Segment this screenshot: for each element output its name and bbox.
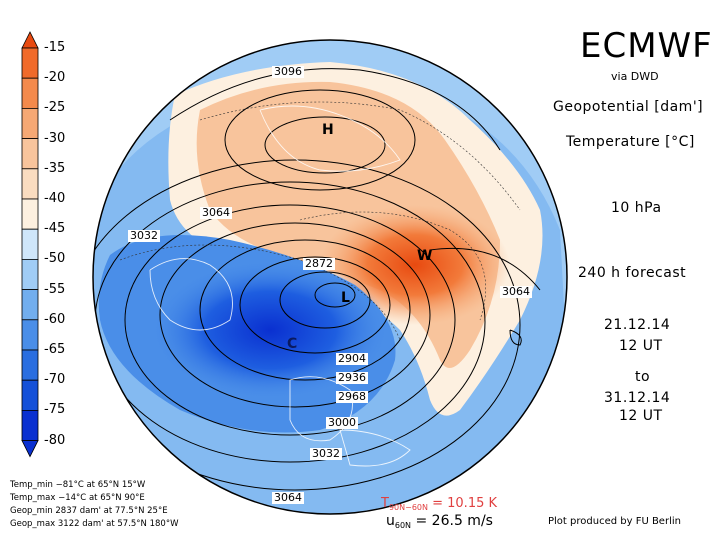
coastline (149, 258, 233, 331)
geopotential-contour (509, 329, 522, 346)
to-label: to (635, 369, 651, 385)
map-border (92, 39, 568, 515)
tdiff-value: = 10.15 K (427, 496, 498, 511)
contour-label: 3096 (272, 65, 304, 78)
uwind-symbol: u (386, 513, 395, 529)
colorbar-tick-label: -25 (44, 100, 66, 116)
colorbar-tick-label: -70 (44, 372, 66, 388)
geopotential-contour (124, 204, 456, 436)
geopotential-contour (199, 239, 411, 381)
geopotential-contour (279, 271, 371, 329)
contour-label: 3064 (200, 206, 232, 219)
contour-label: 2872 (303, 257, 335, 270)
geopotential-contour (93, 159, 521, 491)
colorbar-tick-label: -30 (44, 130, 66, 146)
colorbar-tick-label: -45 (44, 221, 66, 237)
zonal-wind: u60N = 26.5 m/s (386, 513, 493, 530)
temp-max-stat: Temp_max −14°C at 65°N 90°E (10, 493, 145, 503)
temperature-colorbar (21, 31, 39, 458)
contour-label: 3032 (128, 229, 160, 242)
contour-label: 2904 (336, 352, 368, 365)
colorbar-tick-label: -50 (44, 251, 66, 267)
colorbar-tick-label: -35 (44, 160, 66, 176)
geopotential-contour (264, 116, 386, 174)
colorbar-tick-label: -15 (44, 40, 66, 55)
coastline (259, 105, 401, 172)
geopotential-contour (314, 282, 356, 308)
temperature-contour (199, 101, 521, 211)
colorbar-tick-label: -75 (44, 402, 66, 418)
uwind-value: = 26.5 m/s (411, 513, 493, 529)
credit-text: Plot produced by FU Berlin (548, 516, 681, 527)
model-title: ECMWF (580, 26, 713, 66)
colorbar-tick-label: -60 (44, 311, 66, 327)
contour-label: 3000 (326, 416, 358, 429)
geopotential-contour (429, 247, 541, 291)
temperature-contour (299, 211, 487, 321)
geopotential-contour (224, 89, 416, 191)
contour-label: 3064 (500, 285, 532, 298)
warm-marker: W (417, 248, 433, 264)
uwind-subscript: 60N (394, 521, 412, 530)
geop-min-stat: Geop_min 2837 dam' at 77.5°N 25°E (10, 506, 168, 516)
init-time: 12 UT (619, 338, 663, 354)
pressure-level: 10 hPa (611, 200, 662, 216)
temp-min-stat: Temp_min −81°C at 65°N 15°W (10, 480, 146, 490)
tdiff-symbol: T (381, 496, 389, 511)
forecast-lead: 240 h forecast (578, 265, 687, 281)
high-pressure-marker: H (322, 122, 334, 138)
colorbar-bottom-arrow (21, 440, 39, 458)
init-date: 21.12.14 (604, 317, 671, 333)
contour-label: 2936 (336, 371, 368, 384)
colorbar-tick-label: -20 (44, 70, 66, 86)
valid-time: 12 UT (619, 408, 663, 424)
variable-temperature: Temperature [°C] (566, 134, 695, 150)
temperature-difference: T90N−60N = 10.15 K (381, 496, 497, 512)
colorbar-tick-label: -80 (44, 432, 66, 448)
source-label: via DWD (611, 70, 659, 83)
cold-marker: C (287, 336, 298, 352)
low-pressure-marker: L (341, 290, 350, 306)
geopotential-contour (169, 68, 501, 151)
tdiff-subscript: 90N−60N (388, 503, 428, 512)
contour-label: 3032 (310, 447, 342, 460)
geop-max-stat: Geop_max 3122 dam' at 57.5°N 180°W (10, 519, 179, 529)
variable-geopotential: Geopotential [dam'] (553, 99, 704, 115)
geopotential-contour (159, 222, 431, 408)
contour-label: 2968 (336, 390, 368, 403)
geopotential-contour (239, 256, 391, 354)
valid-date: 31.12.14 (604, 390, 671, 406)
colorbar-tick-label: -55 (44, 281, 66, 297)
contour-label: 3064 (272, 491, 304, 504)
temperature-contour (119, 244, 401, 341)
colorbar-tick-label: -40 (44, 191, 66, 206)
cold-core (150, 260, 390, 400)
colorbar-tick-label: -65 (44, 342, 66, 357)
coastline (339, 429, 411, 467)
